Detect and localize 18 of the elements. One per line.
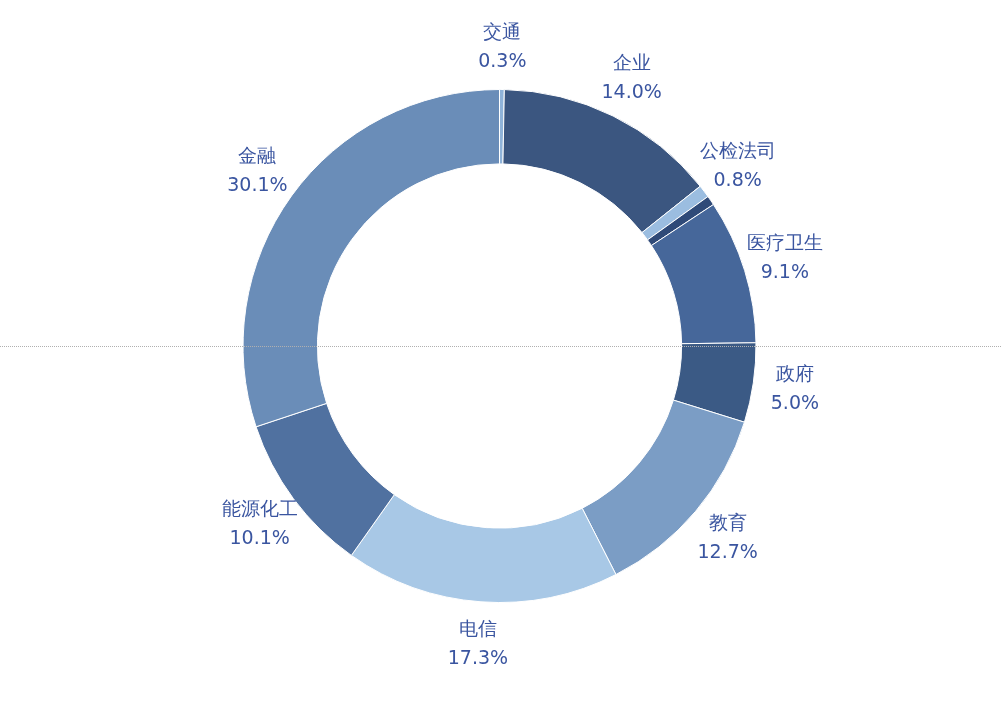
slice-label: 能源化工 [221, 496, 298, 519]
data-label: 9.1% [760, 260, 809, 283]
data-label: 17.3% [447, 645, 509, 668]
slice-label: 医疗卫生 [746, 231, 823, 254]
data-label: 0.3% [478, 49, 527, 72]
slice-label: 电信 [458, 616, 497, 639]
data-label: 30.1% [227, 173, 288, 196]
data-label: 14.0% [601, 80, 662, 103]
slice-label: 交通 [483, 20, 522, 43]
slice-label: 教育 [708, 511, 747, 534]
data-label: 10.1% [229, 525, 290, 548]
data-label: 0.8% [713, 167, 762, 190]
data-label: 12.7% [697, 540, 758, 563]
data-label: 5.0% [770, 390, 820, 413]
slice-label: 企业 [612, 51, 651, 74]
slice-label: 公检法司 [699, 138, 776, 161]
slice-label: 政府 [775, 361, 814, 384]
slice-label: 金融 [238, 144, 277, 167]
